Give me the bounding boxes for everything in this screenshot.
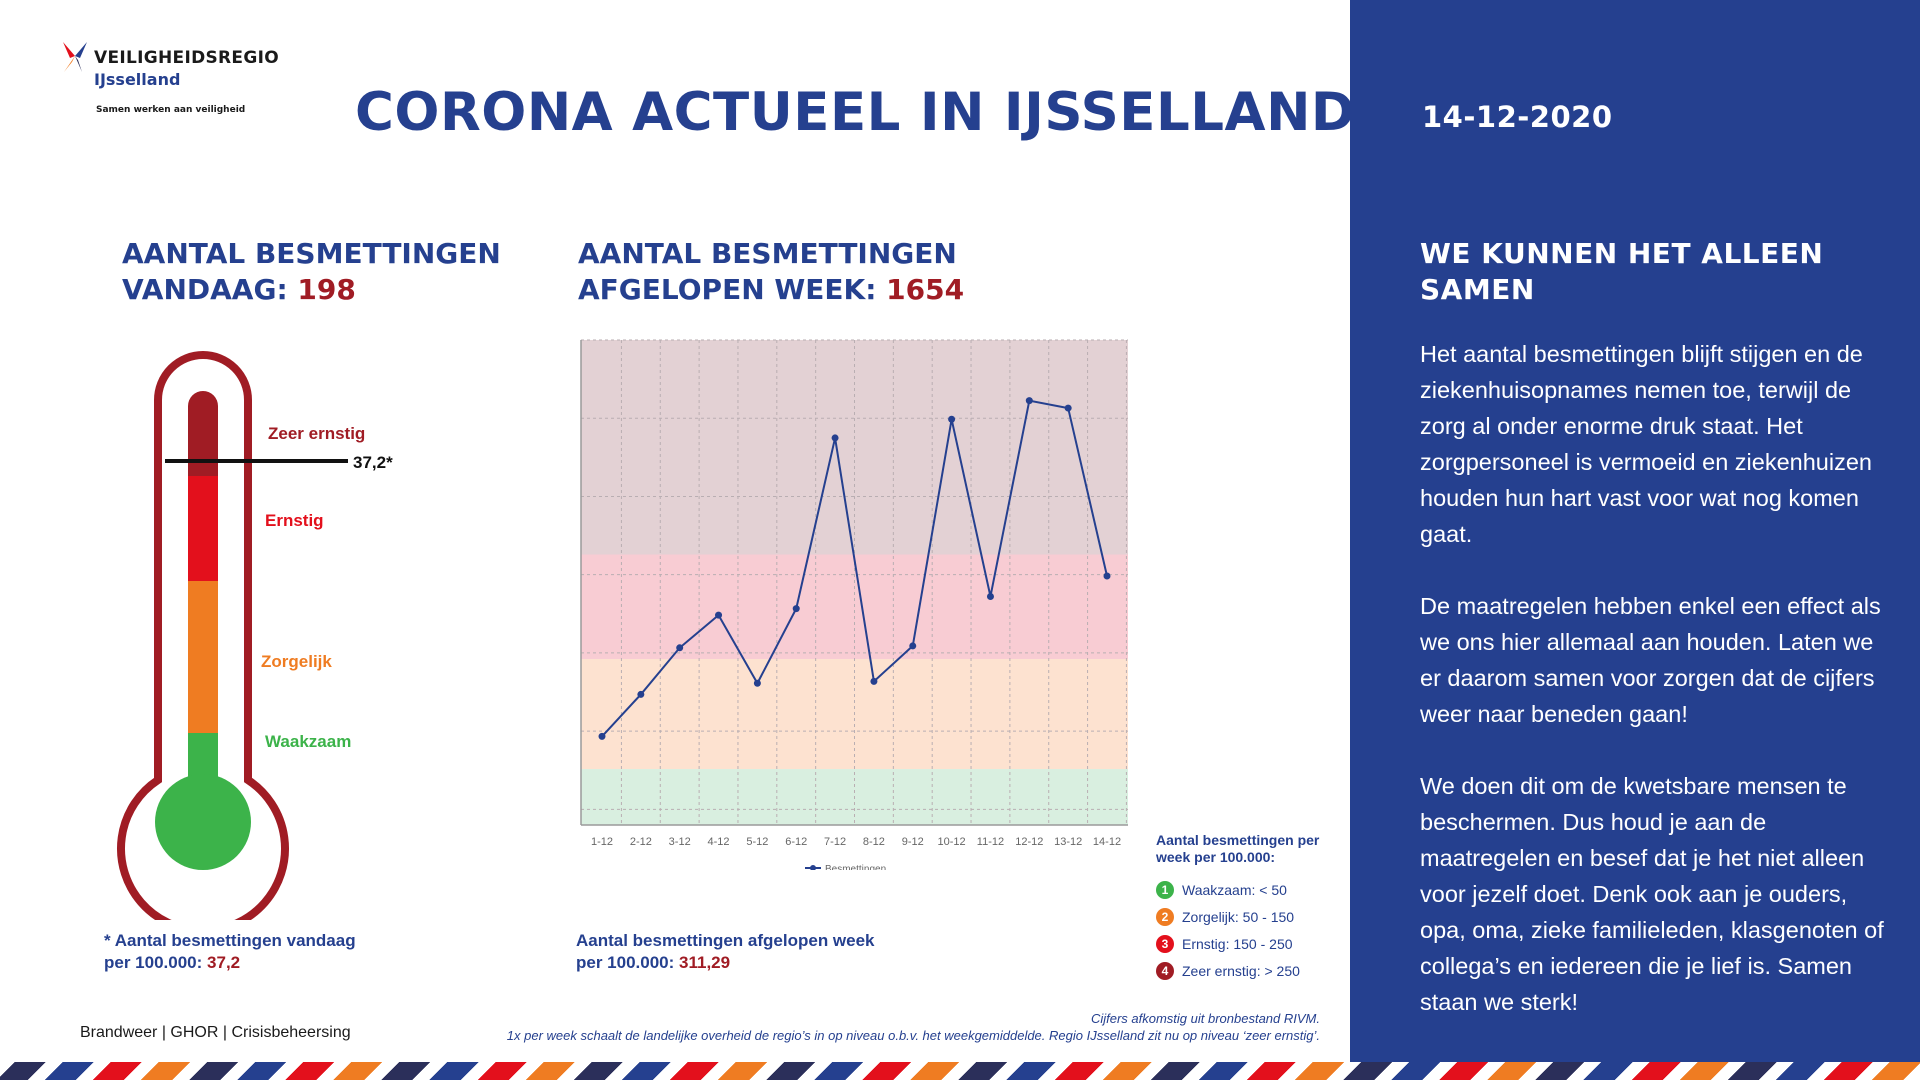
level-legend-title: Aantal besmettingen per week per 100.000… <box>1156 832 1320 865</box>
level-legend-item: 4 Zeer ernstig: > 250 <box>1156 957 1346 984</box>
chart-point <box>676 644 684 652</box>
level-legend-label: Zorgelijk: 50 - 150 <box>1182 908 1295 925</box>
chart-legend-marker <box>810 865 816 870</box>
source-note: Cijfers afkomstig uit bronbestand RIVM. … <box>507 1010 1320 1044</box>
chart-point <box>986 592 994 600</box>
thermometer: 37,2* <box>117 351 393 920</box>
level-legend-label: Waakzaam: < 50 <box>1182 881 1287 898</box>
sidebar-paragraph-2: De maatregelen hebben enkel een effect a… <box>1420 593 1881 727</box>
today-title: AANTAL BESMETTINGEN VANDAAG: 198 <box>122 236 501 308</box>
today-footnote-value: 37,2 <box>207 953 241 972</box>
sidebar-panel: 14-12-2020 WE KUNNEN HET ALLEEN SAMEN He… <box>1350 0 1920 1080</box>
week-title-line2: AFGELOPEN WEEK: <box>578 273 877 306</box>
chart-x-tick-label: 9-12 <box>902 836 924 848</box>
chart-legend-label: Besmettingen <box>825 864 886 870</box>
today-footnote-line2-wrap: per 100.000: 37,2 <box>104 952 356 974</box>
chart-band-4 <box>581 340 1128 555</box>
today-footnote-line2: per 100.000: <box>104 953 203 972</box>
chart-x-tick-label: 14-12 <box>1093 836 1121 848</box>
today-title-line2: VANDAAG: <box>122 273 288 306</box>
date-label: 14-12-2020 <box>1422 100 1613 134</box>
week-title-line2-wrap: AFGELOPEN WEEK: 1654 <box>578 272 964 308</box>
sidebar-body: Het aantal besmettingen blijft stijgen e… <box>1420 336 1890 1056</box>
level-legend: Aantal besmettingen per week per 100.000… <box>1156 832 1346 984</box>
chart-x-tick-label: 6-12 <box>785 836 807 848</box>
today-footnote: * Aantal besmettingen vandaag per 100.00… <box>104 930 356 974</box>
today-value: 198 <box>297 273 356 306</box>
week-title: AANTAL BESMETTINGEN AFGELOPEN WEEK: 1654 <box>578 236 964 308</box>
level-legend-item: 2 Zorgelijk: 50 - 150 <box>1156 903 1346 930</box>
thermometer-zone-zorgelijk <box>188 581 218 733</box>
chart-point <box>637 690 645 698</box>
zone-label-ernstig: Ernstig <box>265 511 324 530</box>
week-title-line1: AANTAL BESMETTINGEN <box>578 237 957 270</box>
level-legend-item: 3 Ernstig: 150 - 250 <box>1156 930 1346 957</box>
chart-point <box>831 434 839 442</box>
level-legend-label: Zeer ernstig: > 250 <box>1182 962 1300 979</box>
chart-x-tick-label: 1-12 <box>591 836 613 848</box>
today-title-line1: AANTAL BESMETTINGEN <box>122 237 501 270</box>
decorative-stripe-border <box>0 1062 1920 1080</box>
logo-region: IJsselland <box>94 70 181 89</box>
chart-x-tick-label: 3-12 <box>669 836 691 848</box>
today-title-line2-wrap: VANDAAG: 198 <box>122 272 501 308</box>
chart-x-tick-label: 2-12 <box>630 836 652 848</box>
chart-series-line <box>601 399 1108 738</box>
level-number-badge: 4 <box>1156 961 1174 980</box>
chart-point <box>1064 404 1072 412</box>
chart-x-tick-label: 12-12 <box>1015 836 1043 848</box>
week-footnote-line2: per 100.000: <box>576 953 675 972</box>
chart-point <box>909 642 917 650</box>
chart-x-tick-label: 7-12 <box>824 836 846 848</box>
today-footnote-line1: * Aantal besmettingen vandaag <box>104 931 356 950</box>
chart-point <box>598 732 606 740</box>
sidebar-paragraph-1: Het aantal besmettingen blijft stijgen e… <box>1420 341 1872 547</box>
zone-label-zeer-ernstig: Zeer ernstig <box>268 424 366 443</box>
chart-point <box>715 611 723 619</box>
week-footnote: Aantal besmettingen afgelopen week per 1… <box>576 930 875 974</box>
level-legend-label: Ernstig: 150 - 250 <box>1182 935 1293 952</box>
chart-point <box>792 605 800 613</box>
logo-tagline: Samen werken aan veiligheid <box>96 105 246 115</box>
chart-x-tick-label: 11-12 <box>977 836 1004 848</box>
chart-point <box>1025 397 1033 405</box>
level-legend-item: 1 Waakzaam: < 50 <box>1156 876 1346 903</box>
level-number-badge: 1 <box>1156 880 1174 899</box>
thermometer-zone-zeer-ernstig <box>188 391 218 476</box>
logo-name: VEILIGHEIDSREGIO <box>94 48 279 68</box>
chart-point <box>870 677 878 685</box>
thermometer-bulb <box>155 774 251 870</box>
logo-cross-icon <box>63 42 87 72</box>
source-note-line1: Cijfers afkomstig uit bronbestand RIVM. <box>1090 1011 1320 1026</box>
chart-x-tick-label: 5-12 <box>746 836 768 848</box>
week-footnote-line1: Aantal besmettingen afgelopen week <box>576 931 875 950</box>
week-footnote-line2-wrap: per 100.000: 311,29 <box>576 952 875 974</box>
chart-point <box>948 415 956 423</box>
level-number-badge: 2 <box>1156 907 1174 926</box>
source-note-line2: 1x per week schaalt de landelijke overhe… <box>506 1028 1320 1043</box>
week-footnote-value: 311,29 <box>679 953 731 972</box>
chart-x-tick-label: 10-12 <box>938 836 966 848</box>
chart-x-tick-label: 13-12 <box>1054 836 1082 848</box>
zone-label-zorgelijk: Zorgelijk <box>261 652 332 671</box>
level-number-badge: 3 <box>1156 934 1174 953</box>
page-title: CORONA ACTUEEL IN IJSSELLAND <box>355 82 1356 143</box>
chart-point <box>753 679 761 687</box>
zone-label-waakzaam: Waakzaam <box>265 732 352 751</box>
chart-point <box>1103 572 1111 580</box>
sidebar-paragraph-3: We doen dit om de kwetsbare mensen te be… <box>1420 773 1884 1015</box>
chart-x-tick-label: 8-12 <box>863 836 885 848</box>
line-chart: 1-12 2-12 3-12 4-12 5-12 6-12 7-12 8-12 9-12 10-1… <box>580 339 1128 870</box>
partners-text: Brandweer | GHOR | Crisisbeheersing <box>80 1024 351 1041</box>
thermometer-marker-value: 37,2* <box>353 453 393 472</box>
chart-x-tick-label: 4-12 <box>708 836 730 848</box>
sidebar-heading: WE KUNNEN HET ALLEEN SAMEN <box>1420 237 1824 306</box>
week-value: 1654 <box>886 273 965 306</box>
